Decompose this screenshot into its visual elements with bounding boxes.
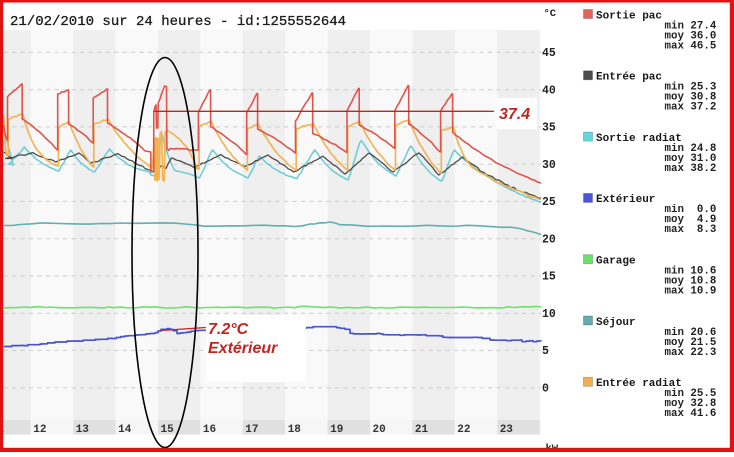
svg-text:moy 21.5: moy 21.5 — [665, 337, 717, 349]
svg-text:max 8.3: max 8.3 — [665, 224, 717, 236]
svg-text:10: 10 — [542, 308, 556, 321]
svg-text:min 24.8: min 24.8 — [665, 143, 717, 155]
svg-text:21/02/2010 sur 24 heures - id:: 21/02/2010 sur 24 heures - id:1255552644 — [10, 14, 346, 30]
svg-text:max 37.2: max 37.2 — [665, 102, 717, 114]
svg-text:35: 35 — [542, 122, 556, 135]
svg-text:Entrée radiat: Entrée radiat — [596, 378, 682, 390]
svg-text:min 20.6: min 20.6 — [665, 327, 717, 339]
svg-text:18: 18 — [288, 424, 302, 436]
svg-text:°C: °C — [544, 8, 557, 20]
svg-text:min 25.5: min 25.5 — [665, 388, 717, 400]
svg-text:min 27.4: min 27.4 — [665, 20, 717, 32]
svg-text:moy 4.9: moy 4.9 — [665, 214, 717, 226]
svg-text:22: 22 — [457, 424, 470, 436]
svg-text:15: 15 — [542, 271, 556, 284]
svg-text:14: 14 — [118, 424, 132, 436]
svg-text:Séjour: Séjour — [596, 317, 636, 329]
svg-text:max 41.6: max 41.6 — [665, 408, 717, 420]
svg-text:moy 30.8: moy 30.8 — [665, 92, 717, 104]
svg-text:moy 10.8: moy 10.8 — [665, 276, 717, 288]
svg-text:37.4: 37.4 — [499, 106, 530, 123]
svg-text:moy 32.8: moy 32.8 — [665, 398, 717, 410]
svg-text:Sortie radiat: Sortie radiat — [596, 133, 682, 145]
svg-text:Extérieur: Extérieur — [596, 194, 655, 206]
svg-text:12: 12 — [33, 424, 46, 436]
svg-text:16: 16 — [203, 424, 216, 436]
svg-text:max 38.2: max 38.2 — [665, 163, 717, 175]
svg-text:20: 20 — [373, 424, 386, 436]
svg-text:max 10.9: max 10.9 — [665, 286, 717, 298]
svg-text:7.2°C: 7.2°C — [208, 321, 249, 338]
svg-text:min 25.3: min 25.3 — [665, 82, 717, 94]
svg-text:40: 40 — [542, 84, 556, 97]
svg-text:17: 17 — [245, 424, 258, 436]
svg-text:25: 25 — [542, 196, 556, 209]
svg-text:Garage: Garage — [596, 256, 636, 268]
svg-text:Entrée pac: Entrée pac — [596, 72, 662, 84]
svg-text:20: 20 — [542, 233, 556, 246]
svg-text:13: 13 — [76, 424, 90, 436]
svg-text:0: 0 — [542, 382, 549, 395]
svg-text:15: 15 — [161, 424, 175, 436]
svg-text:45: 45 — [542, 47, 556, 60]
svg-text:moy 36.0: moy 36.0 — [665, 30, 717, 42]
svg-text:moy 31.0: moy 31.0 — [665, 153, 717, 165]
svg-text:min 10.6: min 10.6 — [665, 266, 717, 278]
svg-text:max 46.5: max 46.5 — [665, 40, 717, 52]
svg-text:19: 19 — [330, 424, 343, 436]
svg-text:Extérieur: Extérieur — [208, 340, 278, 357]
svg-text:23: 23 — [500, 424, 514, 436]
svg-text:Sortie pac: Sortie pac — [596, 10, 662, 22]
svg-text:5: 5 — [542, 345, 549, 358]
svg-text:21: 21 — [415, 424, 429, 436]
svg-text:30: 30 — [542, 159, 556, 172]
svg-text:max 22.3: max 22.3 — [665, 347, 717, 359]
svg-text:min 0.0: min 0.0 — [665, 204, 717, 216]
